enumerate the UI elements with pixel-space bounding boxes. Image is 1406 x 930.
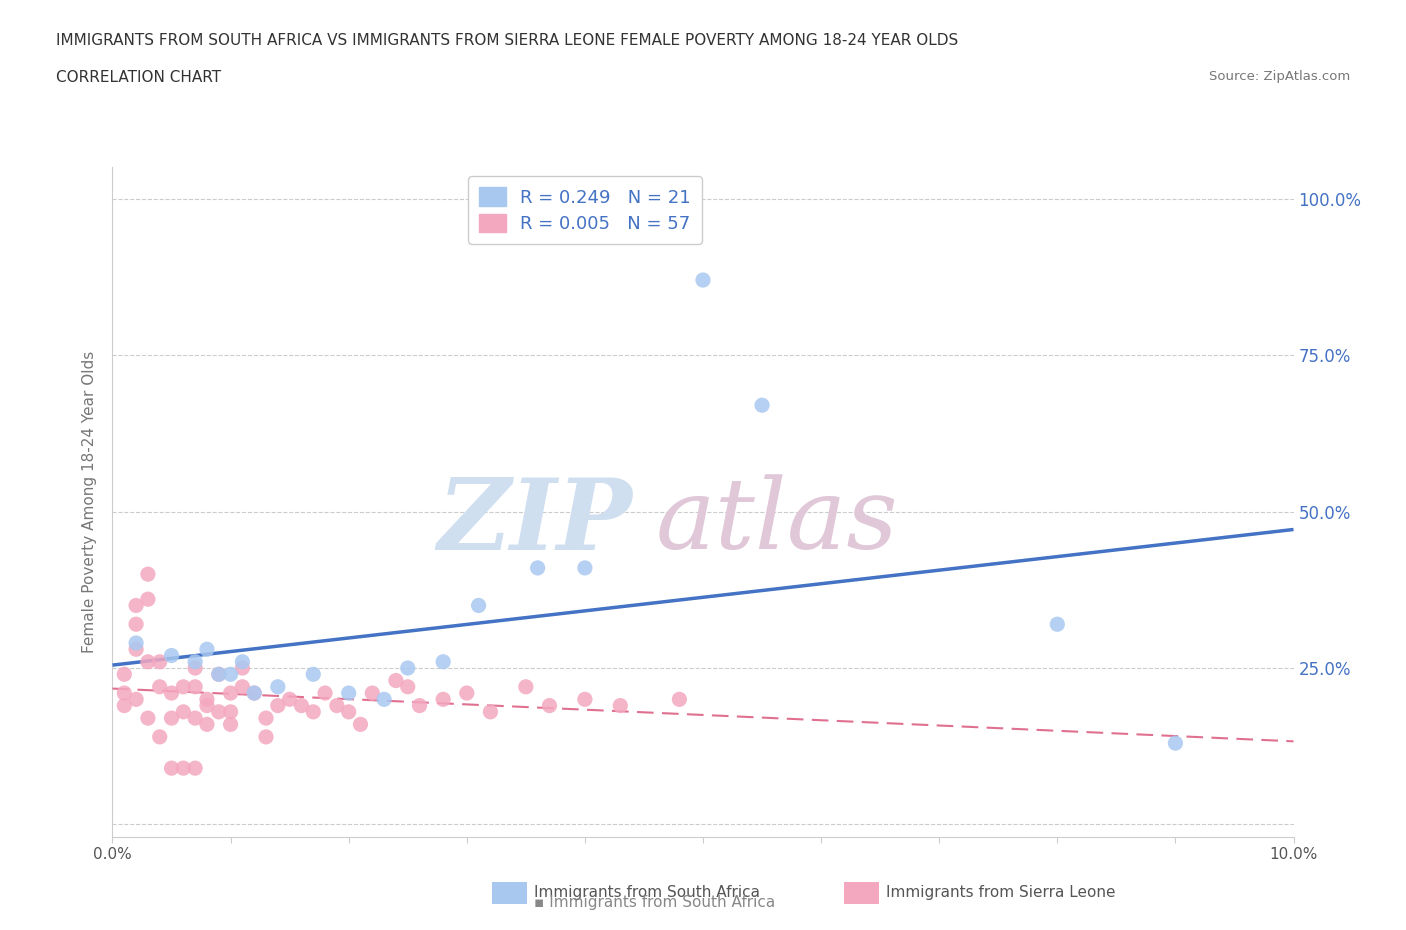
Point [112,685,135,700]
Point [184,680,207,695]
Point [172,704,194,719]
Point [231,655,253,670]
Point [125,635,148,650]
Text: ▪ Immigrants from South Africa: ▪ Immigrants from South Africa [534,895,776,910]
Point [692,272,714,287]
Point [219,717,242,732]
Point [195,692,218,707]
Point [184,655,207,670]
Point [361,685,384,700]
Point [208,704,231,719]
Point [337,685,360,700]
Point [172,761,194,776]
Point [195,698,218,713]
Point [1046,617,1069,631]
Point [467,598,489,613]
Point [112,698,135,713]
Point [125,617,148,631]
Point [456,685,478,700]
Point [243,685,266,700]
Point [479,704,502,719]
Point [195,642,218,657]
Text: CORRELATION CHART: CORRELATION CHART [56,70,221,85]
Point [609,698,631,713]
Text: Immigrants from Sierra Leone: Immigrants from Sierra Leone [886,885,1115,900]
Point [125,692,148,707]
Point [668,692,690,707]
Point [125,598,148,613]
Point [314,685,336,700]
Legend: R = 0.249   N = 21, R = 0.005   N = 57: R = 0.249 N = 21, R = 0.005 N = 57 [468,177,702,244]
Point [574,692,596,707]
Point [208,667,231,682]
Point [231,660,253,675]
Text: ZIP: ZIP [437,474,633,570]
Point [149,655,172,670]
Point [302,704,325,719]
Point [515,680,537,695]
Point [243,685,266,700]
Text: IMMIGRANTS FROM SOUTH AFRICA VS IMMIGRANTS FROM SIERRA LEONE FEMALE POVERTY AMON: IMMIGRANTS FROM SOUTH AFRICA VS IMMIGRAN… [56,33,959,47]
Point [396,660,419,675]
Point [432,655,454,670]
Point [337,704,360,719]
Point [385,673,408,688]
Point [149,729,172,744]
Point [136,566,159,581]
Point [267,680,290,695]
Point [231,680,253,695]
Point [751,398,773,413]
Point [219,704,242,719]
Point [172,680,194,695]
Point [195,717,218,732]
Point [112,667,135,682]
Point [219,667,242,682]
Point [219,685,242,700]
Text: Source: ZipAtlas.com: Source: ZipAtlas.com [1209,70,1350,83]
Point [290,698,312,713]
Point [208,667,231,682]
Point [526,561,548,576]
Point [538,698,561,713]
Point [432,692,454,707]
Point [267,698,290,713]
Point [184,711,207,725]
Point [254,729,277,744]
Text: atlas: atlas [655,474,898,570]
Point [349,717,371,732]
Point [136,655,159,670]
Point [278,692,301,707]
Y-axis label: Female Poverty Among 18-24 Year Olds: Female Poverty Among 18-24 Year Olds [82,352,97,654]
Point [254,711,277,725]
Point [302,667,325,682]
Point [136,711,159,725]
Point [184,660,207,675]
Point [149,680,172,695]
Point [160,648,183,663]
Point [160,711,183,725]
Point [160,685,183,700]
Point [326,698,349,713]
Point [125,642,148,657]
Text: Immigrants from South Africa: Immigrants from South Africa [534,885,761,900]
FancyBboxPatch shape [844,882,879,904]
Point [184,761,207,776]
Point [396,680,419,695]
Point [136,591,159,606]
Point [1164,736,1187,751]
Point [373,692,395,707]
FancyBboxPatch shape [492,882,527,904]
Point [160,761,183,776]
Point [408,698,430,713]
Point [574,561,596,576]
